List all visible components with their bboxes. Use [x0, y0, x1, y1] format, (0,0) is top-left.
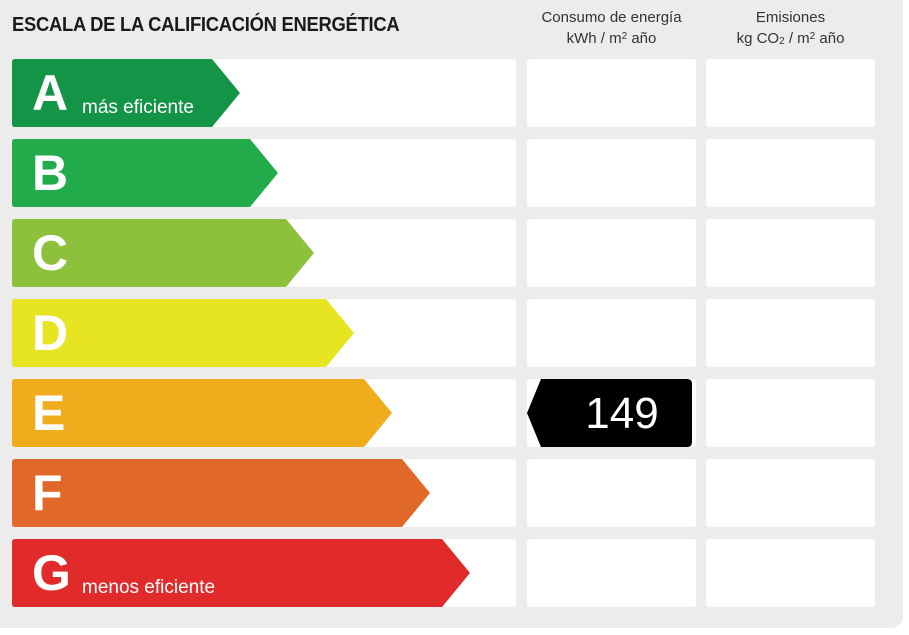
rating-label-g: menos eficiente — [82, 577, 216, 598]
rating-letter-b: B — [32, 145, 69, 201]
rating-letter-f: F — [32, 465, 63, 521]
rating-letter-g: G — [32, 545, 71, 601]
rating-bar-c: C — [12, 219, 314, 287]
marker-arrow — [527, 379, 692, 447]
rating-label-a: más eficiente — [82, 97, 194, 118]
rating-bar-d: D — [12, 299, 354, 367]
rating-letter-a: A — [32, 65, 69, 121]
rating-arrow-b — [12, 139, 278, 207]
scale-title: ESCALA DE LA CALIFICACIÓN ENERGÉTICA — [12, 14, 400, 36]
consumption-cell-g — [527, 539, 696, 607]
emissions-cell-b — [706, 139, 875, 207]
emissions-cell-a — [706, 59, 875, 127]
consumption-cell-c — [527, 219, 696, 287]
emissions-cell-d — [706, 299, 875, 367]
rating-arrow-g — [12, 539, 470, 607]
rating-letter-e: E — [32, 385, 66, 441]
emissions-header-label: Emisiones — [755, 9, 826, 26]
emissions-cell-c — [706, 219, 875, 287]
consumption-cell-a — [527, 59, 696, 127]
emissions-cell-g — [706, 539, 875, 607]
consumption-header-label: Consumo de energía — [541, 9, 682, 26]
rating-arrow-e — [12, 379, 392, 447]
consumption-header-unit: kWh / m2 año — [566, 30, 657, 47]
consumption-cell-f — [527, 459, 696, 527]
rating-arrow-a — [12, 59, 240, 127]
rating-bar-b: B — [12, 139, 278, 207]
rating-arrow-c — [12, 219, 314, 287]
emissions-cell-e — [706, 379, 875, 447]
rating-arrow-d — [12, 299, 354, 367]
emissions-cell-f — [706, 459, 875, 527]
emissions-column-header: Emisiones kg CO2 / m2 año — [706, 7, 875, 49]
rating-letter-c: C — [32, 225, 69, 281]
rating-arrow-f — [12, 459, 430, 527]
emissions-header-unit: kg CO2 / m2 año — [736, 30, 845, 47]
rating-letter-d: D — [32, 305, 69, 361]
consumption-rating-marker: 149 — [527, 379, 692, 447]
consumption-value: 149 — [585, 389, 659, 438]
consumption-cell-b — [527, 139, 696, 207]
rating-bar-e: E — [12, 379, 392, 447]
consumption-column-header: Consumo de energía kWh / m2 año — [527, 7, 696, 49]
rating-bar-f: F — [12, 459, 430, 527]
consumption-cell-d — [527, 299, 696, 367]
